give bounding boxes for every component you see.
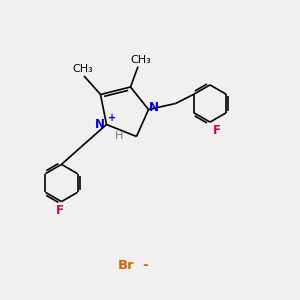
Text: Br: Br bbox=[118, 259, 134, 272]
Text: N: N bbox=[149, 100, 159, 114]
Text: F: F bbox=[213, 124, 220, 137]
Text: CH₃: CH₃ bbox=[130, 55, 151, 65]
Text: F: F bbox=[56, 203, 64, 217]
Text: H: H bbox=[115, 131, 123, 141]
Text: -: - bbox=[142, 259, 148, 272]
Text: CH₃: CH₃ bbox=[72, 64, 93, 74]
Text: N: N bbox=[95, 118, 105, 131]
Text: +: + bbox=[108, 113, 117, 123]
